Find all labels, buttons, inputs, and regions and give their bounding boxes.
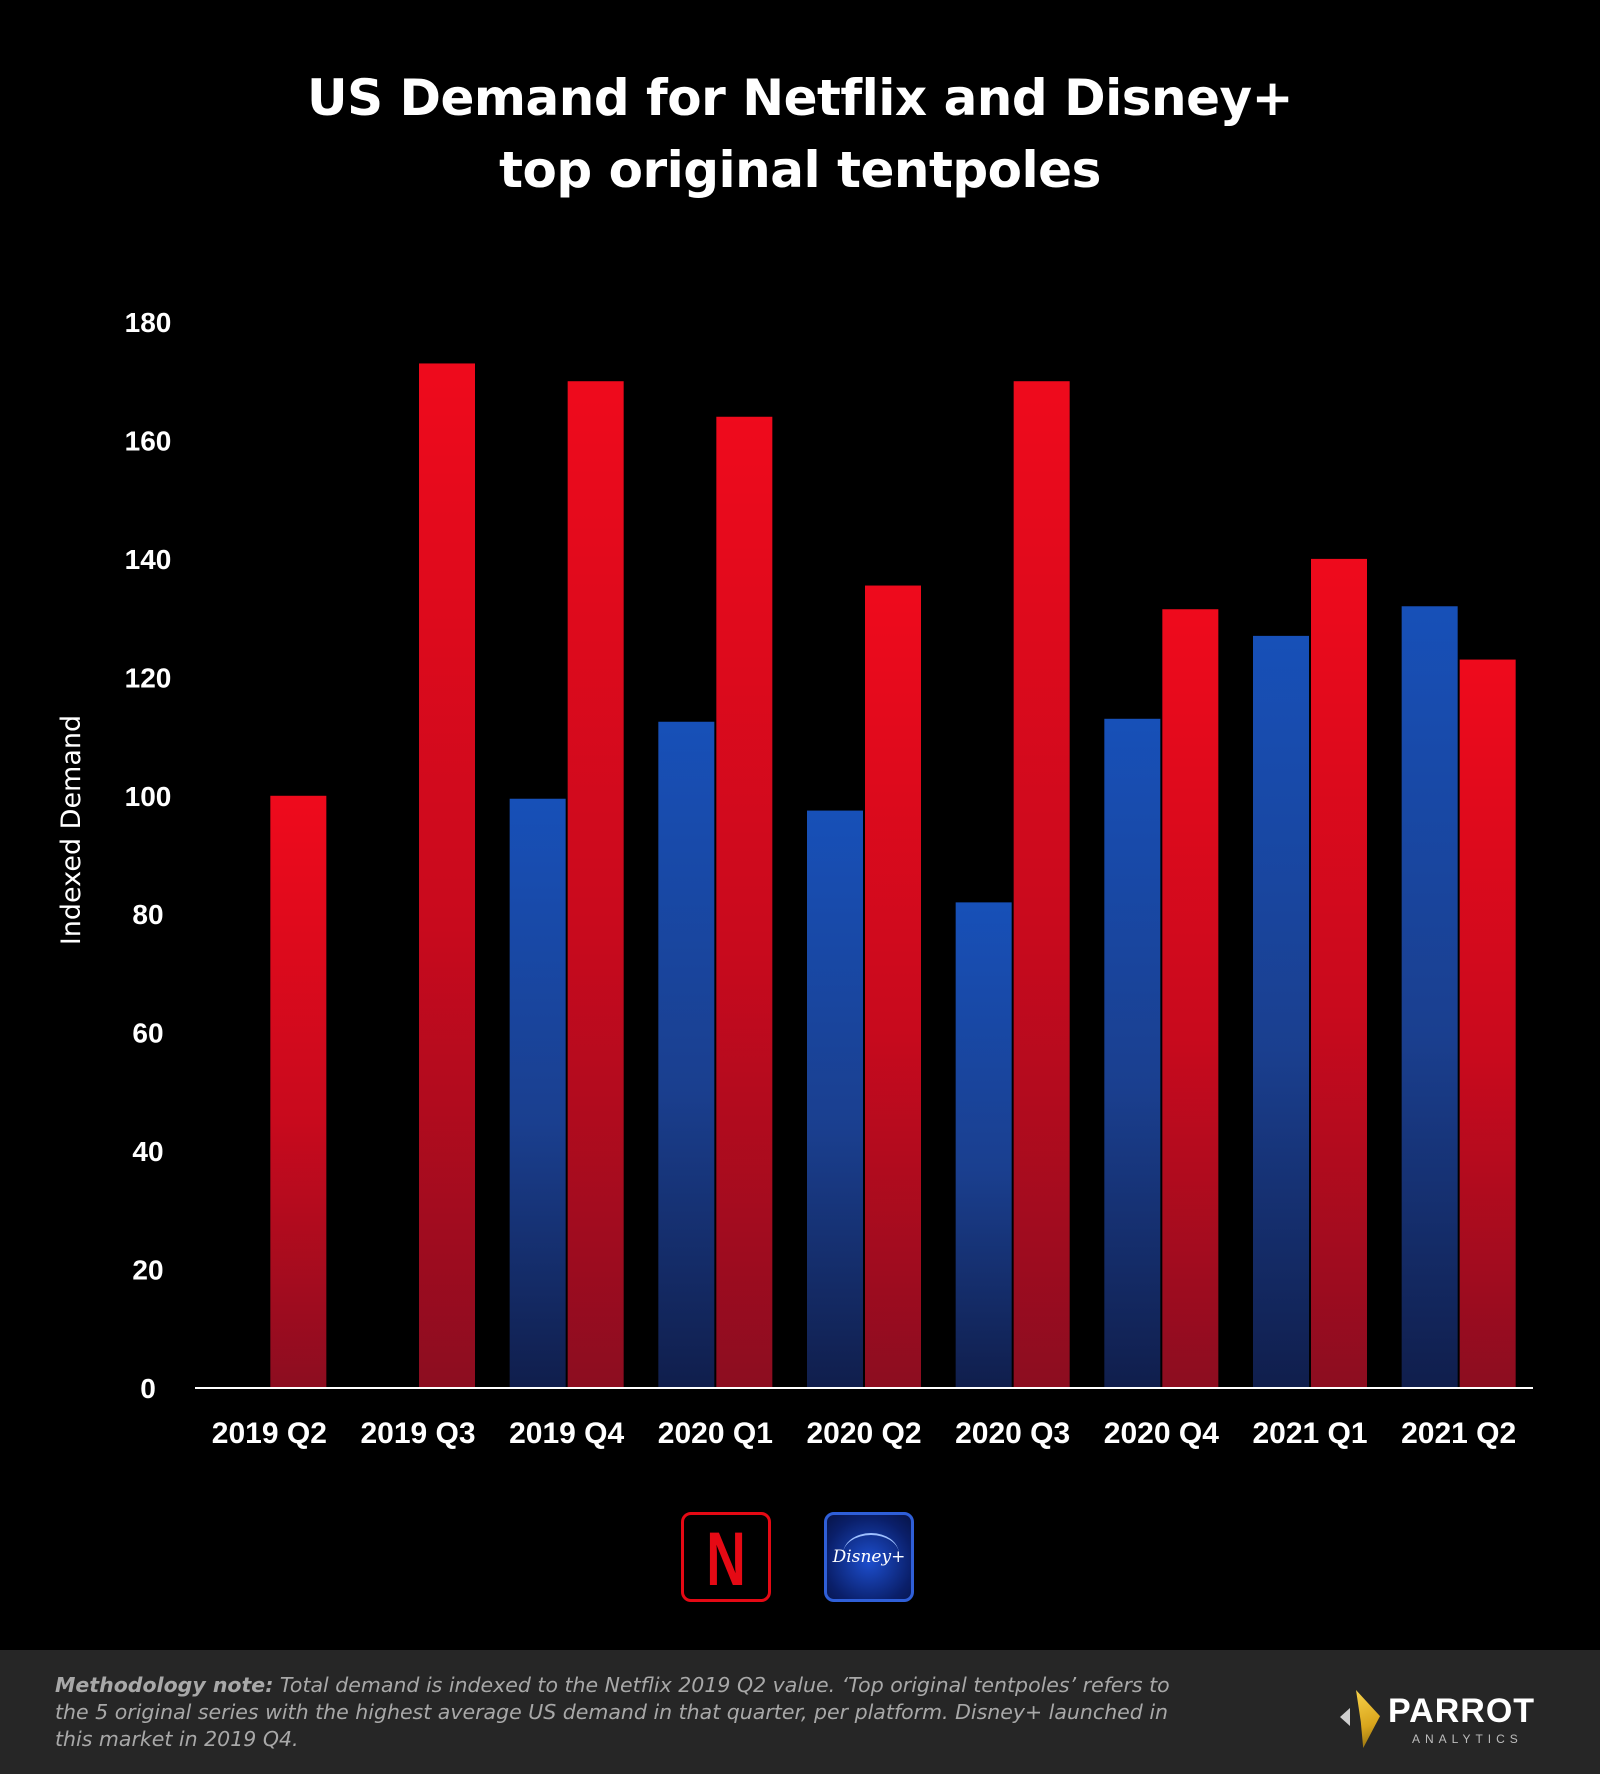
disney-bar-2021-q1 (1253, 635, 1309, 1388)
parrot-mark-icon (1356, 1690, 1380, 1748)
disney-bar-2021-q2 (1401, 606, 1458, 1388)
y-tick-label: 180 (125, 307, 172, 338)
footer: Methodology note: Total demand is indexe… (0, 1650, 1600, 1774)
parrot-arrow-icon (1340, 1708, 1350, 1726)
disney-bar-2019-q4 (509, 798, 566, 1388)
netflix-bar-2020-q4 (1162, 609, 1219, 1388)
netflix-bar-2019-q4 (567, 381, 624, 1388)
disney-plus-wordmark: Disney+ (832, 1547, 906, 1567)
x-tick-label: 2019 Q4 (509, 1417, 624, 1450)
chart-title-line-1: US Demand for Netflix and Disney+ (306, 69, 1294, 127)
y-tick-label: 80 (132, 899, 163, 930)
methodology-note-label: Methodology note: (55, 1673, 274, 1697)
y-tick-label: 120 (125, 662, 172, 693)
x-tick-label: 2020 Q4 (1104, 1417, 1219, 1450)
y-tick-label: 160 (125, 425, 172, 456)
disney-bar-2020-q1 (658, 721, 715, 1388)
netflix-bar-2021-q2 (1459, 659, 1516, 1388)
netflix-bar-2020-q3 (1013, 381, 1070, 1388)
x-tick-label: 2020 Q3 (955, 1417, 1070, 1450)
chart-title-line-2: top original tentpoles (499, 141, 1101, 199)
y-tick-label: 0 (140, 1373, 156, 1404)
methodology-note-text: Total demand is indexed to the Netflix 2… (55, 1673, 1170, 1751)
methodology-note: Methodology note: Total demand is indexe… (55, 1672, 1185, 1753)
netflix-bar-2020-q1 (716, 416, 773, 1388)
x-tick-label: 2020 Q1 (658, 1417, 773, 1450)
x-axis-labels: 2019 Q2 2019 Q3 2019 Q4 2020 Q1 2020 Q2 2020 … (212, 1417, 1516, 1450)
parrot-analytics-logo: PARROT ANALYTICS (1340, 1690, 1570, 1750)
netflix-letter: N (706, 1517, 746, 1602)
y-axis-ticks: 0 20 40 60 80 100 120 140 160 180 (125, 307, 172, 1404)
y-axis-title: Indexed Demand (56, 715, 87, 945)
bars (270, 363, 1516, 1388)
y-tick-label: 100 (125, 781, 172, 812)
parrot-brand: PARROT (1388, 1692, 1536, 1730)
x-tick-label: 2019 Q2 (212, 1417, 327, 1450)
disney-bar-2020-q3 (955, 902, 1012, 1388)
y-tick-label: 60 (132, 1018, 163, 1049)
y-tick-label: 140 (125, 544, 172, 575)
netflix-bar-2019-q3 (419, 363, 475, 1388)
x-tick-label: 2021 Q2 (1401, 1417, 1516, 1450)
x-tick-label: 2019 Q3 (360, 1417, 475, 1450)
netflix-bar-2021-q1 (1311, 558, 1367, 1388)
y-tick-label: 40 (132, 1136, 163, 1167)
netflix-logo-icon: N (681, 1512, 771, 1602)
netflix-bar-2020-q2 (865, 585, 921, 1388)
legend: N Disney+ (0, 1512, 1600, 1608)
x-tick-label: 2020 Q2 (806, 1417, 921, 1450)
netflix-bar-2019-q2 (270, 795, 327, 1388)
disney-bar-2020-q4 (1104, 718, 1161, 1388)
parrot-brand-sub: ANALYTICS (1412, 1732, 1523, 1746)
disney-arc (843, 1533, 899, 1575)
chart-title: US Demand for Netflix and Disney+ top or… (0, 62, 1600, 206)
y-tick-label: 20 (132, 1255, 163, 1286)
disney-bar-2020-q2 (807, 810, 863, 1388)
x-tick-label: 2021 Q1 (1252, 1417, 1367, 1450)
disney-plus-logo-icon: Disney+ (824, 1512, 914, 1602)
